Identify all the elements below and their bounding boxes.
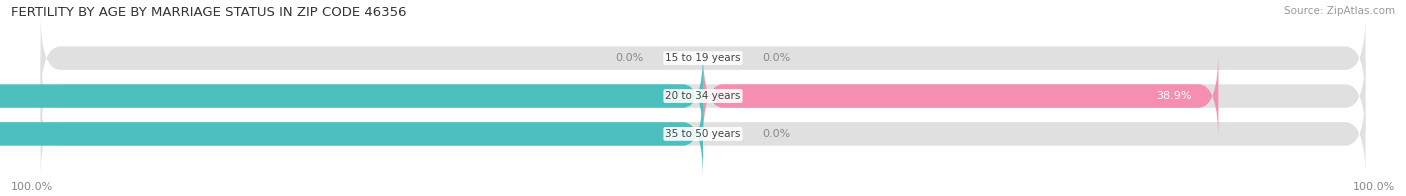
FancyBboxPatch shape [41,89,1365,179]
Text: 0.0%: 0.0% [762,53,790,63]
Text: FERTILITY BY AGE BY MARRIAGE STATUS IN ZIP CODE 46356: FERTILITY BY AGE BY MARRIAGE STATUS IN Z… [11,6,406,19]
Text: 35 to 50 years: 35 to 50 years [665,129,741,139]
FancyBboxPatch shape [0,89,703,179]
Text: 100.0%: 100.0% [11,182,53,192]
FancyBboxPatch shape [41,13,1365,103]
FancyBboxPatch shape [41,51,1365,141]
Text: 20 to 34 years: 20 to 34 years [665,91,741,101]
FancyBboxPatch shape [0,51,703,141]
Text: 15 to 19 years: 15 to 19 years [665,53,741,63]
Text: 38.9%: 38.9% [1156,91,1192,101]
FancyBboxPatch shape [703,51,1219,141]
Text: 0.0%: 0.0% [762,129,790,139]
Text: 100.0%: 100.0% [1353,182,1395,192]
Text: 0.0%: 0.0% [616,53,644,63]
Text: Source: ZipAtlas.com: Source: ZipAtlas.com [1284,6,1395,16]
